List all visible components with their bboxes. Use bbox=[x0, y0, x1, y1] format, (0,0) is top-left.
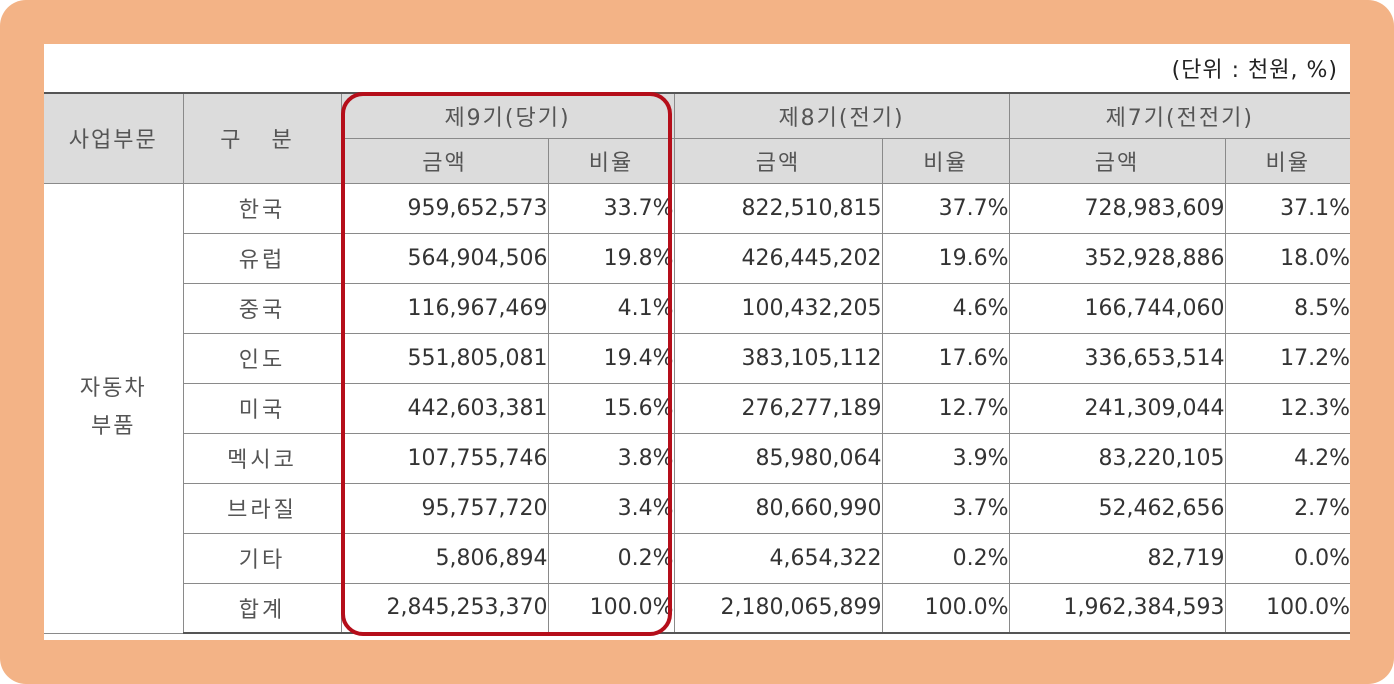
region-label: 미국 bbox=[183, 382, 342, 434]
amount-cell: 4,654,322 bbox=[673, 532, 883, 584]
header-ratio: 비율 bbox=[1224, 137, 1350, 184]
table-row: 멕시코 107,755,746 3.8% 85,980,064 3.9% 83,220,1… bbox=[44, 432, 1350, 484]
region-label: 유럽 bbox=[183, 232, 342, 284]
table-row: 자동차 부품 한국 959,652,573 33.7% 822,510,815 37.7%… bbox=[44, 182, 1350, 634]
ratio-cell: 3.7% bbox=[881, 482, 1010, 534]
ratio-cell: 4.2% bbox=[1224, 432, 1350, 484]
region-label: 중국 bbox=[183, 282, 342, 334]
table-row: 유럽 564,904,506 19.8% 426,445,202 19.6% 352,92… bbox=[44, 232, 1350, 284]
amount-cell: 426,445,202 bbox=[673, 232, 883, 284]
table-row: 인도 551,805,081 19.4% 383,105,112 17.6% 336,65… bbox=[44, 332, 1350, 384]
header-period-8: 제8기(전기) bbox=[673, 92, 1010, 139]
header-segment: 사업부문 bbox=[44, 92, 184, 184]
amount-cell: 82,719 bbox=[1008, 532, 1226, 584]
ratio-cell: 3.9% bbox=[881, 432, 1010, 484]
ratio-cell: 33.7% bbox=[547, 182, 675, 234]
ratio-cell: 4.1% bbox=[547, 282, 675, 334]
amount-cell: 564,904,506 bbox=[340, 232, 549, 284]
amount-cell: 85,980,064 bbox=[673, 432, 883, 484]
table-row: 브라질 95,757,720 3.4% 80,660,990 3.7% 52,462,65… bbox=[44, 482, 1350, 534]
ratio-cell: 0.2% bbox=[547, 532, 675, 584]
header-period-7: 제7기(전전기) bbox=[1008, 92, 1350, 139]
amount-cell: 822,510,815 bbox=[673, 182, 883, 234]
header-ratio: 비율 bbox=[547, 137, 675, 184]
ratio-cell: 18.0% bbox=[1224, 232, 1350, 284]
amount-cell: 1,962,384,593 bbox=[1008, 582, 1226, 634]
ratio-cell: 12.7% bbox=[881, 382, 1010, 434]
ratio-cell: 0.2% bbox=[881, 532, 1010, 584]
table-row: 중국 116,967,469 4.1% 100,432,205 4.6% 166,744,… bbox=[44, 282, 1350, 334]
amount-cell: 52,462,656 bbox=[1008, 482, 1226, 534]
ratio-cell: 12.3% bbox=[1224, 382, 1350, 434]
ratio-cell: 3.4% bbox=[547, 482, 675, 534]
ratio-cell: 37.7% bbox=[881, 182, 1010, 234]
header-amount: 금액 bbox=[341, 137, 549, 184]
ratio-cell: 19.6% bbox=[881, 232, 1010, 284]
ratio-cell: 37.1% bbox=[1224, 182, 1350, 234]
amount-cell: 442,603,381 bbox=[340, 382, 549, 434]
table-body: 자동차 부품 한국 959,652,573 33.7% 822,510,815 37.7%… bbox=[44, 182, 1350, 634]
table-row: 기타 5,806,894 0.2% 4,654,322 0.2% 82,719 0.0% bbox=[44, 532, 1350, 584]
amount-cell: 166,744,060 bbox=[1008, 282, 1226, 334]
ratio-cell: 3.8% bbox=[547, 432, 675, 484]
segment-cell: 자동차 부품 bbox=[44, 182, 184, 634]
ratio-cell: 4.6% bbox=[881, 282, 1010, 334]
ratio-cell: 100.0% bbox=[881, 582, 1010, 634]
amount-cell: 5,806,894 bbox=[340, 532, 549, 584]
region-label: 브라질 bbox=[183, 482, 342, 534]
sales-by-region-table: 사업부문 구 분 제9기(당기) 제8기(전기) 제7기(전전기) 금액 비율 … bbox=[44, 92, 1350, 634]
amount-cell: 383,105,112 bbox=[673, 332, 883, 384]
region-label: 합계 bbox=[183, 582, 342, 634]
amount-cell: 83,220,105 bbox=[1008, 432, 1226, 484]
ratio-cell: 100.0% bbox=[1224, 582, 1350, 634]
header-ratio: 비율 bbox=[881, 137, 1010, 184]
amount-cell: 2,180,065,899 bbox=[673, 582, 883, 634]
region-label: 인도 bbox=[183, 332, 342, 384]
amount-cell: 352,928,886 bbox=[1008, 232, 1226, 284]
region-label: 멕시코 bbox=[183, 432, 342, 484]
ratio-cell: 17.6% bbox=[881, 332, 1010, 384]
document-sheet: (단위 : 천원, %) 사업부문 구 분 제9기(당기) 제8기(전기) 제7… bbox=[44, 44, 1350, 640]
header-category: 구 분 bbox=[182, 92, 342, 184]
ratio-cell: 2.7% bbox=[1224, 482, 1350, 534]
amount-cell: 551,805,081 bbox=[340, 332, 549, 384]
ratio-cell: 19.4% bbox=[547, 332, 675, 384]
header-row-periods: 사업부문 구 분 제9기(당기) 제8기(전기) 제7기(전전기) bbox=[44, 92, 1350, 184]
header-amount: 금액 bbox=[673, 137, 883, 184]
amount-cell: 276,277,189 bbox=[673, 382, 883, 434]
header-amount: 금액 bbox=[1008, 137, 1226, 184]
region-label: 기타 bbox=[183, 532, 342, 584]
amount-cell: 116,967,469 bbox=[340, 282, 549, 334]
table-row: 합계 2,845,253,370 100.0% 2,180,065,899 100.0%… bbox=[44, 582, 1350, 634]
ratio-cell: 17.2% bbox=[1224, 332, 1350, 384]
amount-cell: 336,653,514 bbox=[1008, 332, 1226, 384]
unit-note: (단위 : 천원, %) bbox=[1171, 58, 1338, 83]
amount-cell: 107,755,746 bbox=[340, 432, 549, 484]
ratio-cell: 0.0% bbox=[1224, 532, 1350, 584]
table-row: 미국 442,603,381 15.6% 276,277,189 12.7% 241,30… bbox=[44, 382, 1350, 434]
amount-cell: 95,757,720 bbox=[340, 482, 549, 534]
header-row-columns: 금액 비율 금액 비율 금액 비율 bbox=[44, 137, 1350, 184]
amount-cell: 959,652,573 bbox=[340, 182, 549, 234]
ratio-cell: 8.5% bbox=[1224, 282, 1350, 334]
ratio-cell: 19.8% bbox=[547, 232, 675, 284]
amount-cell: 2,845,253,370 bbox=[340, 582, 549, 634]
amount-cell: 80,660,990 bbox=[673, 482, 883, 534]
amount-cell: 241,309,044 bbox=[1008, 382, 1226, 434]
ratio-cell: 100.0% bbox=[547, 582, 675, 634]
ratio-cell: 15.6% bbox=[547, 382, 675, 434]
amount-cell: 100,432,205 bbox=[673, 282, 883, 334]
region-label: 한국 bbox=[182, 182, 342, 234]
amount-cell: 728,983,609 bbox=[1008, 182, 1226, 234]
header-period-9: 제9기(당기) bbox=[340, 92, 675, 139]
